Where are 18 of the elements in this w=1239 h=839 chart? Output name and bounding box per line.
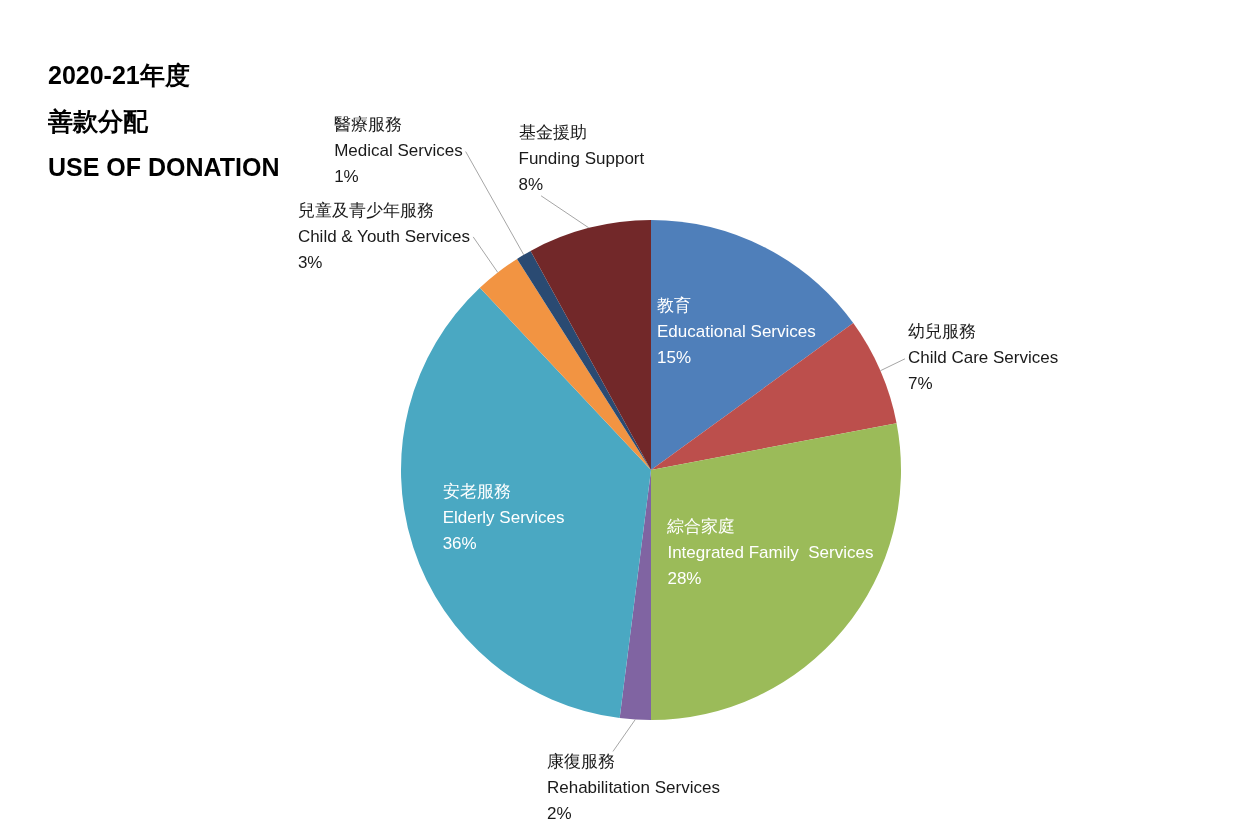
- chart-title: 2020-21年度: [48, 60, 191, 91]
- data-label: 28%: [667, 569, 702, 589]
- slice-label: 基金援助 Funding Support: [518, 123, 645, 169]
- slice-label: 幼兒服務 Child Care Services: [907, 322, 1059, 368]
- data-label: 8%: [518, 175, 544, 195]
- slice-label: 教育 Educational Services: [656, 295, 816, 341]
- data-label: 15%: [656, 347, 692, 367]
- data-label: 3%: [297, 252, 323, 272]
- data-label: 2%: [546, 804, 572, 824]
- data-label: 36%: [442, 533, 477, 553]
- text: 善款分配 USE OF DONATION: [48, 106, 280, 183]
- slice-label: 兒童及青少年服務 Child & Youth Services: [297, 200, 470, 246]
- data-label: 7%: [907, 374, 933, 394]
- data-label: 1%: [334, 167, 359, 187]
- slice-label: 綜合家庭 Integrated Family Services: [666, 517, 874, 563]
- slice-label: 安老服務 Elderly Services: [442, 481, 565, 527]
- slice-label: 醫療服務 Medical Services: [334, 115, 463, 161]
- slice-label: 康復服務 Rehabilitation Services: [546, 752, 720, 798]
